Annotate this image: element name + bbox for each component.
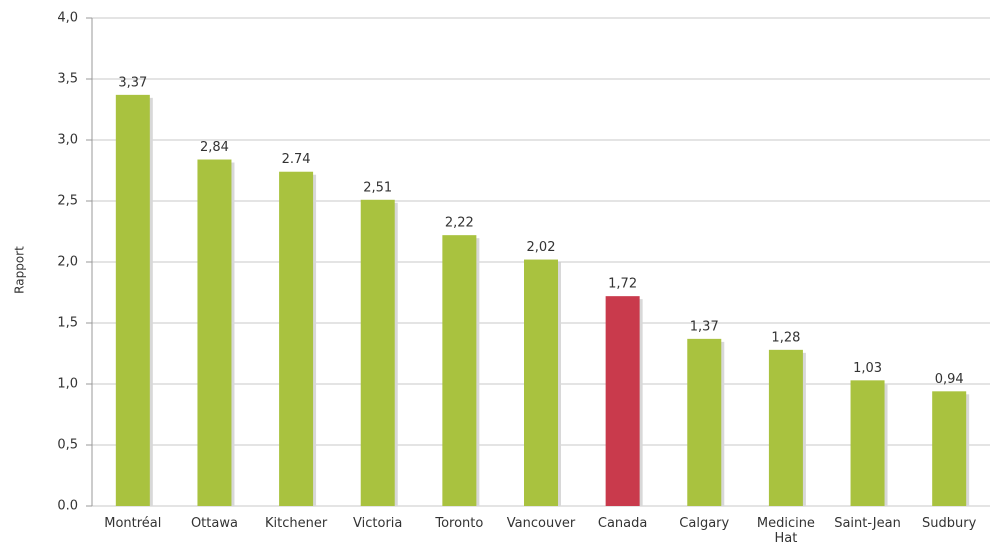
x-tick-label: Montréal [104,516,162,531]
x-tick-label: Kitchener [264,516,328,531]
data-label: 1,03 [853,361,882,376]
x-tick-label: Canada [597,516,648,531]
bar [932,391,967,506]
data-label: 2.74 [282,152,311,167]
y-tick-label: 4,0 [57,11,78,26]
y-axis-label: Rapport [13,246,27,294]
bar [768,349,803,506]
data-label: 1,72 [608,277,637,292]
x-tick-label: Vancouver [506,516,576,531]
bar [442,235,477,506]
x-tick-label: Sudbury [922,516,977,531]
x-tick-label: Toronto [435,516,484,531]
y-tick-label: 1,0 [57,377,78,392]
y-tick-label: 3,0 [57,133,78,148]
data-label: 2,02 [527,240,556,255]
bar [279,171,314,506]
x-tick-label: Medicine Hat [756,516,815,546]
y-tick-label: 1,5 [57,316,78,331]
bar [687,338,722,506]
data-label: 2,84 [200,140,229,155]
y-tick-label: 0,5 [57,438,78,453]
data-label: 0,94 [935,372,964,387]
data-label: 1,37 [690,319,719,334]
bar [360,199,395,506]
y-tick-label: 0.0 [57,499,78,514]
bar [524,259,558,506]
x-tick-label: Victoria [353,516,403,531]
bar [115,94,150,507]
data-label: 2,22 [445,216,474,231]
y-tick-label: 2,0 [57,255,78,270]
data-label: 2,51 [363,180,392,195]
y-tick-label: 2,5 [57,194,78,209]
x-tick-label: Calgary [679,516,730,531]
bar [850,380,885,506]
x-tick-label: Ottawa [190,516,238,531]
bar [197,159,232,506]
y-tick-label: 3,5 [57,72,78,87]
bar [605,296,640,506]
data-label: 3,37 [118,75,147,90]
x-tick-label: Saint-Jean [834,516,901,531]
data-label: 1,28 [771,330,800,345]
